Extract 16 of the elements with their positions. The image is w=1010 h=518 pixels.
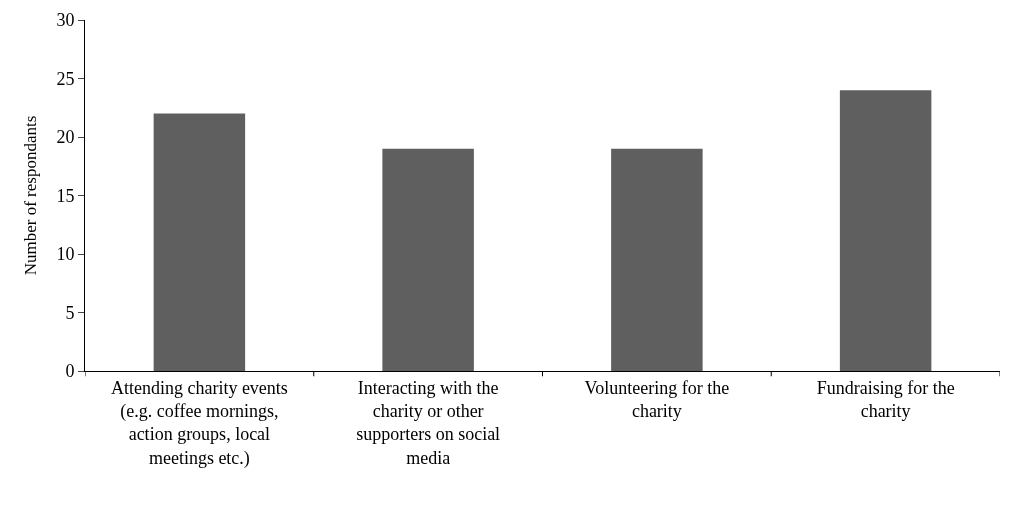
bar [153, 113, 246, 371]
x-tick-label: Fundraising for the charity [816, 377, 955, 421]
y-tick-label: 5 [65, 302, 75, 323]
bar [382, 148, 474, 371]
y-tick-label: 10 [56, 244, 75, 265]
y-tick-label: 30 [56, 10, 75, 31]
y-tick-label: 20 [56, 127, 75, 148]
x-tick-label: Interacting with the charity or other supporters on social media [356, 377, 501, 468]
y-tick-label: 25 [56, 68, 75, 89]
y-tick-label: 0 [65, 361, 75, 382]
bar [611, 148, 703, 371]
x-tick-label: Volunteering for the charity [584, 377, 730, 421]
y-tick-label: 15 [56, 185, 75, 206]
x-tick-label: Attending charity events (e.g. coffee mornings, action groups, local meetings etc.) [110, 377, 288, 469]
y-axis-title: Number of respondants [20, 115, 40, 276]
bar [839, 90, 932, 371]
